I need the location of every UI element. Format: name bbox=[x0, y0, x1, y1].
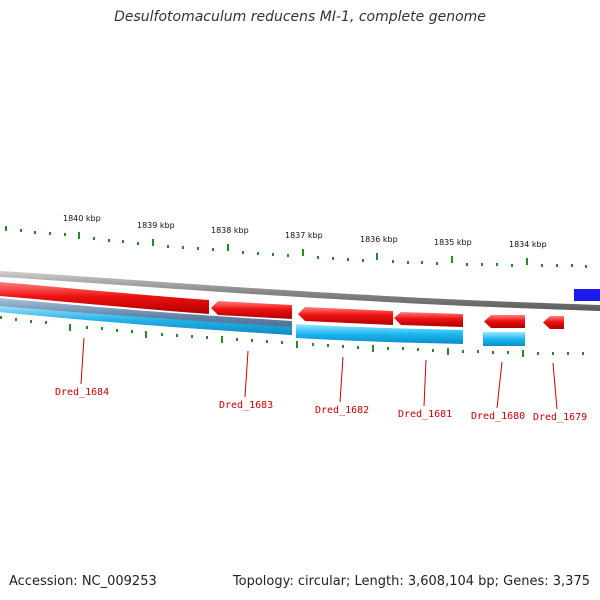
ruler-minor-ticks-top bbox=[5, 226, 587, 268]
feature-marker[interactable] bbox=[574, 289, 600, 301]
ruler-minor-ticks-bottom bbox=[0, 316, 584, 357]
tick-1837 bbox=[302, 249, 304, 256]
cds-arrow[interactable] bbox=[543, 316, 564, 329]
kbp-label: 1839 kbp bbox=[137, 221, 175, 230]
cds-arrow[interactable] bbox=[211, 301, 292, 319]
kbp-label: 1840 kbp bbox=[63, 214, 101, 223]
cds-arrow[interactable] bbox=[484, 315, 525, 328]
kbp-label: 1834 kbp bbox=[509, 240, 547, 249]
tick-1836 bbox=[376, 253, 378, 260]
genome-backbone bbox=[0, 271, 600, 311]
genome-title: Desulfotomaculum reducens MI-1, complete… bbox=[114, 9, 486, 25]
gene-label[interactable]: Dred_1681 bbox=[398, 409, 452, 420]
gene-bar[interactable] bbox=[483, 332, 525, 346]
cds-arrow[interactable] bbox=[394, 312, 463, 327]
ruler-labels: 1840 kbp 1839 kbp 1838 kbp 1837 kbp 1836… bbox=[63, 214, 547, 249]
accession-text: Accession: NC_009253 bbox=[9, 574, 157, 589]
cds-arrow[interactable] bbox=[0, 282, 209, 314]
kbp-label: 1836 kbp bbox=[360, 235, 398, 244]
genome-summary-text: Topology: circular; Length: 3,608,104 bp… bbox=[232, 574, 590, 589]
cds-arrow[interactable] bbox=[298, 307, 393, 325]
ruler-major-ticks bbox=[78, 232, 528, 265]
tick-1840 bbox=[78, 232, 80, 239]
gene-band-light-left[interactable] bbox=[0, 306, 292, 335]
kbp-label: 1838 kbp bbox=[211, 226, 249, 235]
label-leaders bbox=[80, 337, 558, 410]
tick-1835 bbox=[451, 256, 453, 263]
gene-label[interactable]: Dred_1682 bbox=[315, 405, 369, 416]
gene-label[interactable]: Dred_1680 bbox=[471, 411, 525, 422]
tick-1839 bbox=[152, 239, 154, 246]
gene-bar[interactable] bbox=[296, 324, 463, 344]
kbp-label: 1837 kbp bbox=[285, 231, 323, 240]
gene-label[interactable]: Dred_1684 bbox=[55, 387, 109, 398]
tick-1838 bbox=[227, 244, 229, 251]
gene-label[interactable]: Dred_1679 bbox=[533, 412, 587, 423]
gene-label[interactable]: Dred_1683 bbox=[219, 400, 273, 411]
tick-1834 bbox=[526, 258, 528, 265]
kbp-label: 1835 kbp bbox=[434, 238, 472, 247]
